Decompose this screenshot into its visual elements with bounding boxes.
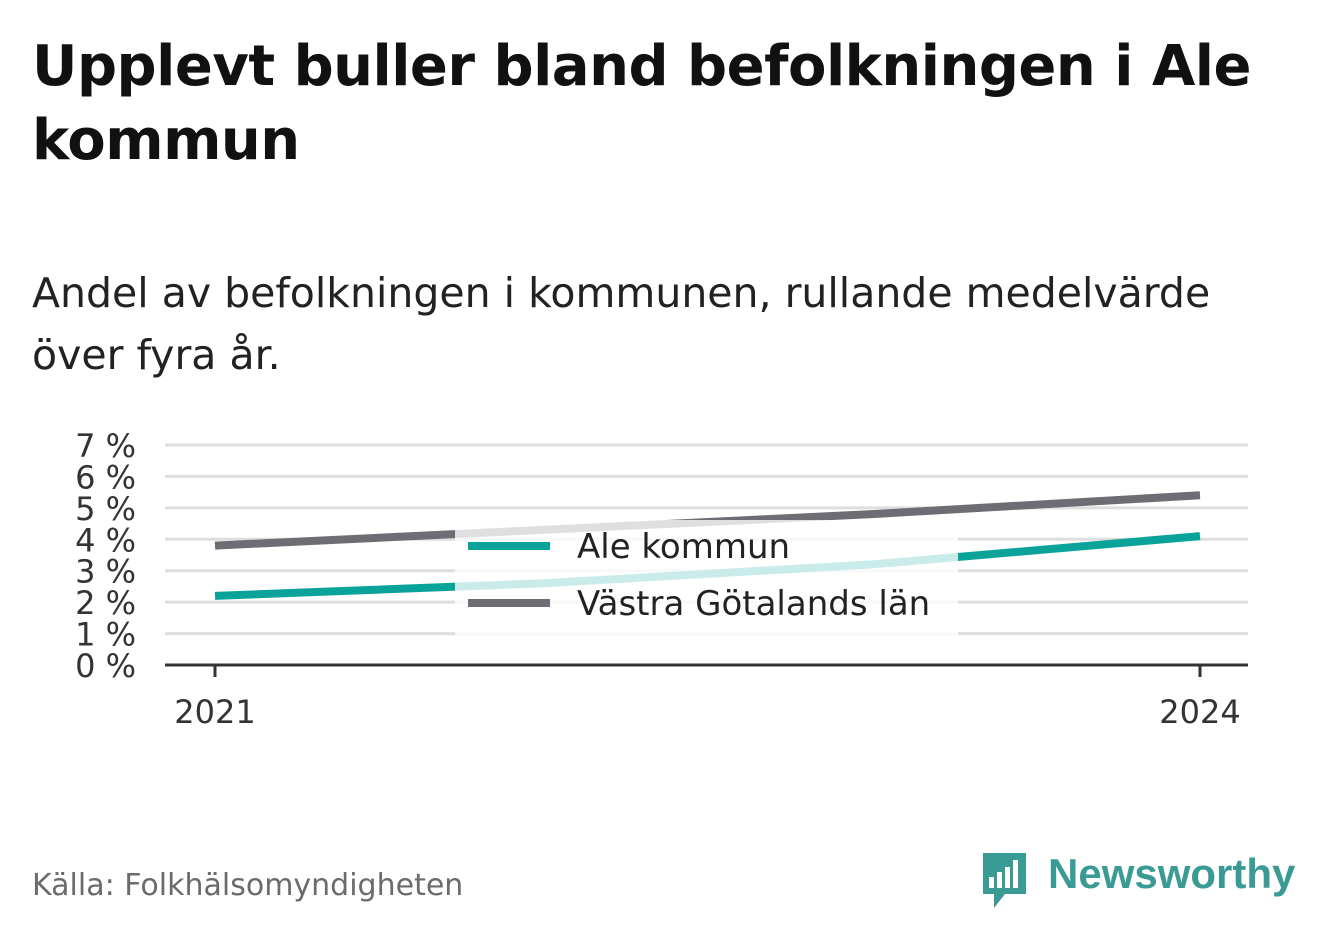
brand-name: Newsworthy [1048, 850, 1296, 897]
x-tick-label: 2024 [1159, 693, 1240, 731]
legend: Ale kommun Västra Götalands län [455, 520, 958, 635]
legend-box [455, 520, 958, 635]
legend-label: Ale kommun [577, 527, 790, 567]
chart-title: Upplevt buller bland befolkningen i Ale … [32, 34, 1251, 173]
line-chart: 0 %1 %2 %3 %4 %5 %6 %7 % 2021 2024 Ale ko… [75, 427, 1248, 731]
source-credit: Källa: Folkhälsomyndigheten [32, 868, 464, 903]
x-tick-label: 2021 [174, 693, 255, 731]
y-tick-label: 6 % [75, 458, 136, 496]
y-tick-label: 5 % [75, 490, 136, 528]
y-tick-label: 4 % [75, 521, 136, 559]
y-tick-label: 3 % [75, 553, 136, 591]
newsworthy-logo: Newsworthy [980, 848, 1300, 918]
x-axis-ticks: 2021 2024 [174, 665, 1241, 731]
y-tick-label: 1 % [75, 616, 136, 654]
chart-subtitle: Andel av befolkningen i kommunen, rullan… [32, 269, 1211, 379]
newsworthy-logo-icon [983, 853, 1026, 908]
y-axis-ticks: 0 %1 %2 %3 %4 %5 %6 %7 % [75, 427, 136, 685]
y-tick-label: 0 % [75, 647, 136, 685]
y-tick-label: 7 % [75, 427, 136, 465]
legend-label: Västra Götalands län [577, 584, 930, 624]
y-tick-label: 2 % [75, 584, 136, 622]
